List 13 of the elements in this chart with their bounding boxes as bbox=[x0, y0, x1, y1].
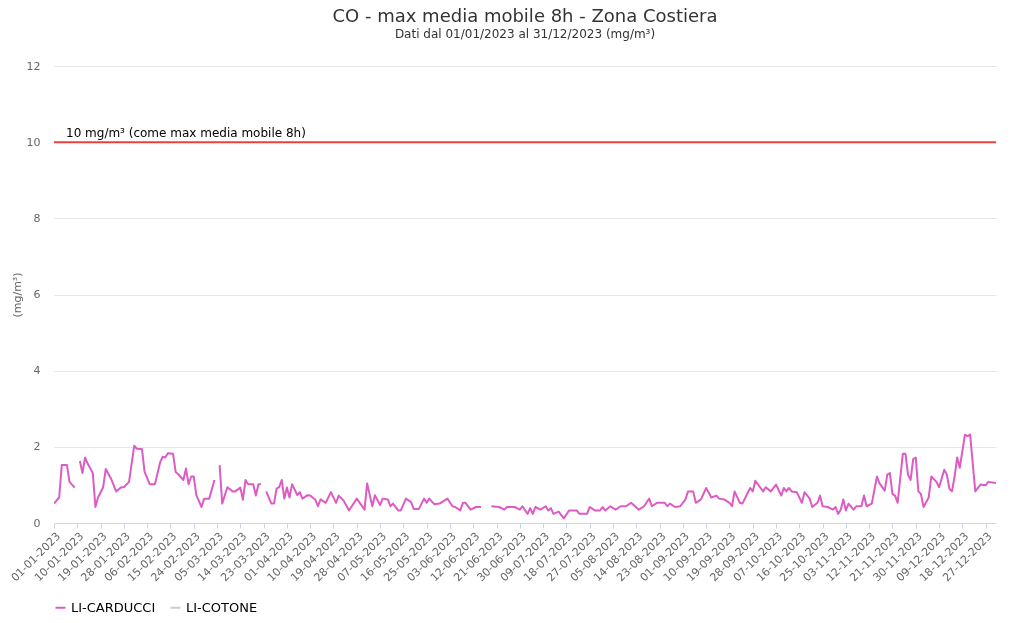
y-tick-label: 6 bbox=[33, 288, 41, 301]
legend-label: LI-COTONE bbox=[186, 599, 258, 615]
y-axis-title: (mg/m³) bbox=[10, 272, 24, 318]
ref-line-label: 10 mg/m³ (come max media mobile 8h) bbox=[66, 126, 306, 141]
chart-title: CO - max media mobile 8h - Zona Costiera bbox=[332, 5, 718, 26]
chart-subtitle: Dati dal 01/01/2023 al 31/12/2023 (mg/m³) bbox=[394, 27, 656, 41]
y-tick-label: 12 bbox=[26, 59, 41, 73]
y-tick-label: 8 bbox=[33, 211, 41, 225]
legend-label: LI-CARDUCCI bbox=[71, 599, 156, 615]
y-tick-label: 0 bbox=[33, 516, 41, 530]
y-tick-label: 2 bbox=[33, 440, 41, 454]
y-tick-label: 4 bbox=[33, 364, 41, 378]
y-tick-label: 10 bbox=[26, 135, 41, 149]
